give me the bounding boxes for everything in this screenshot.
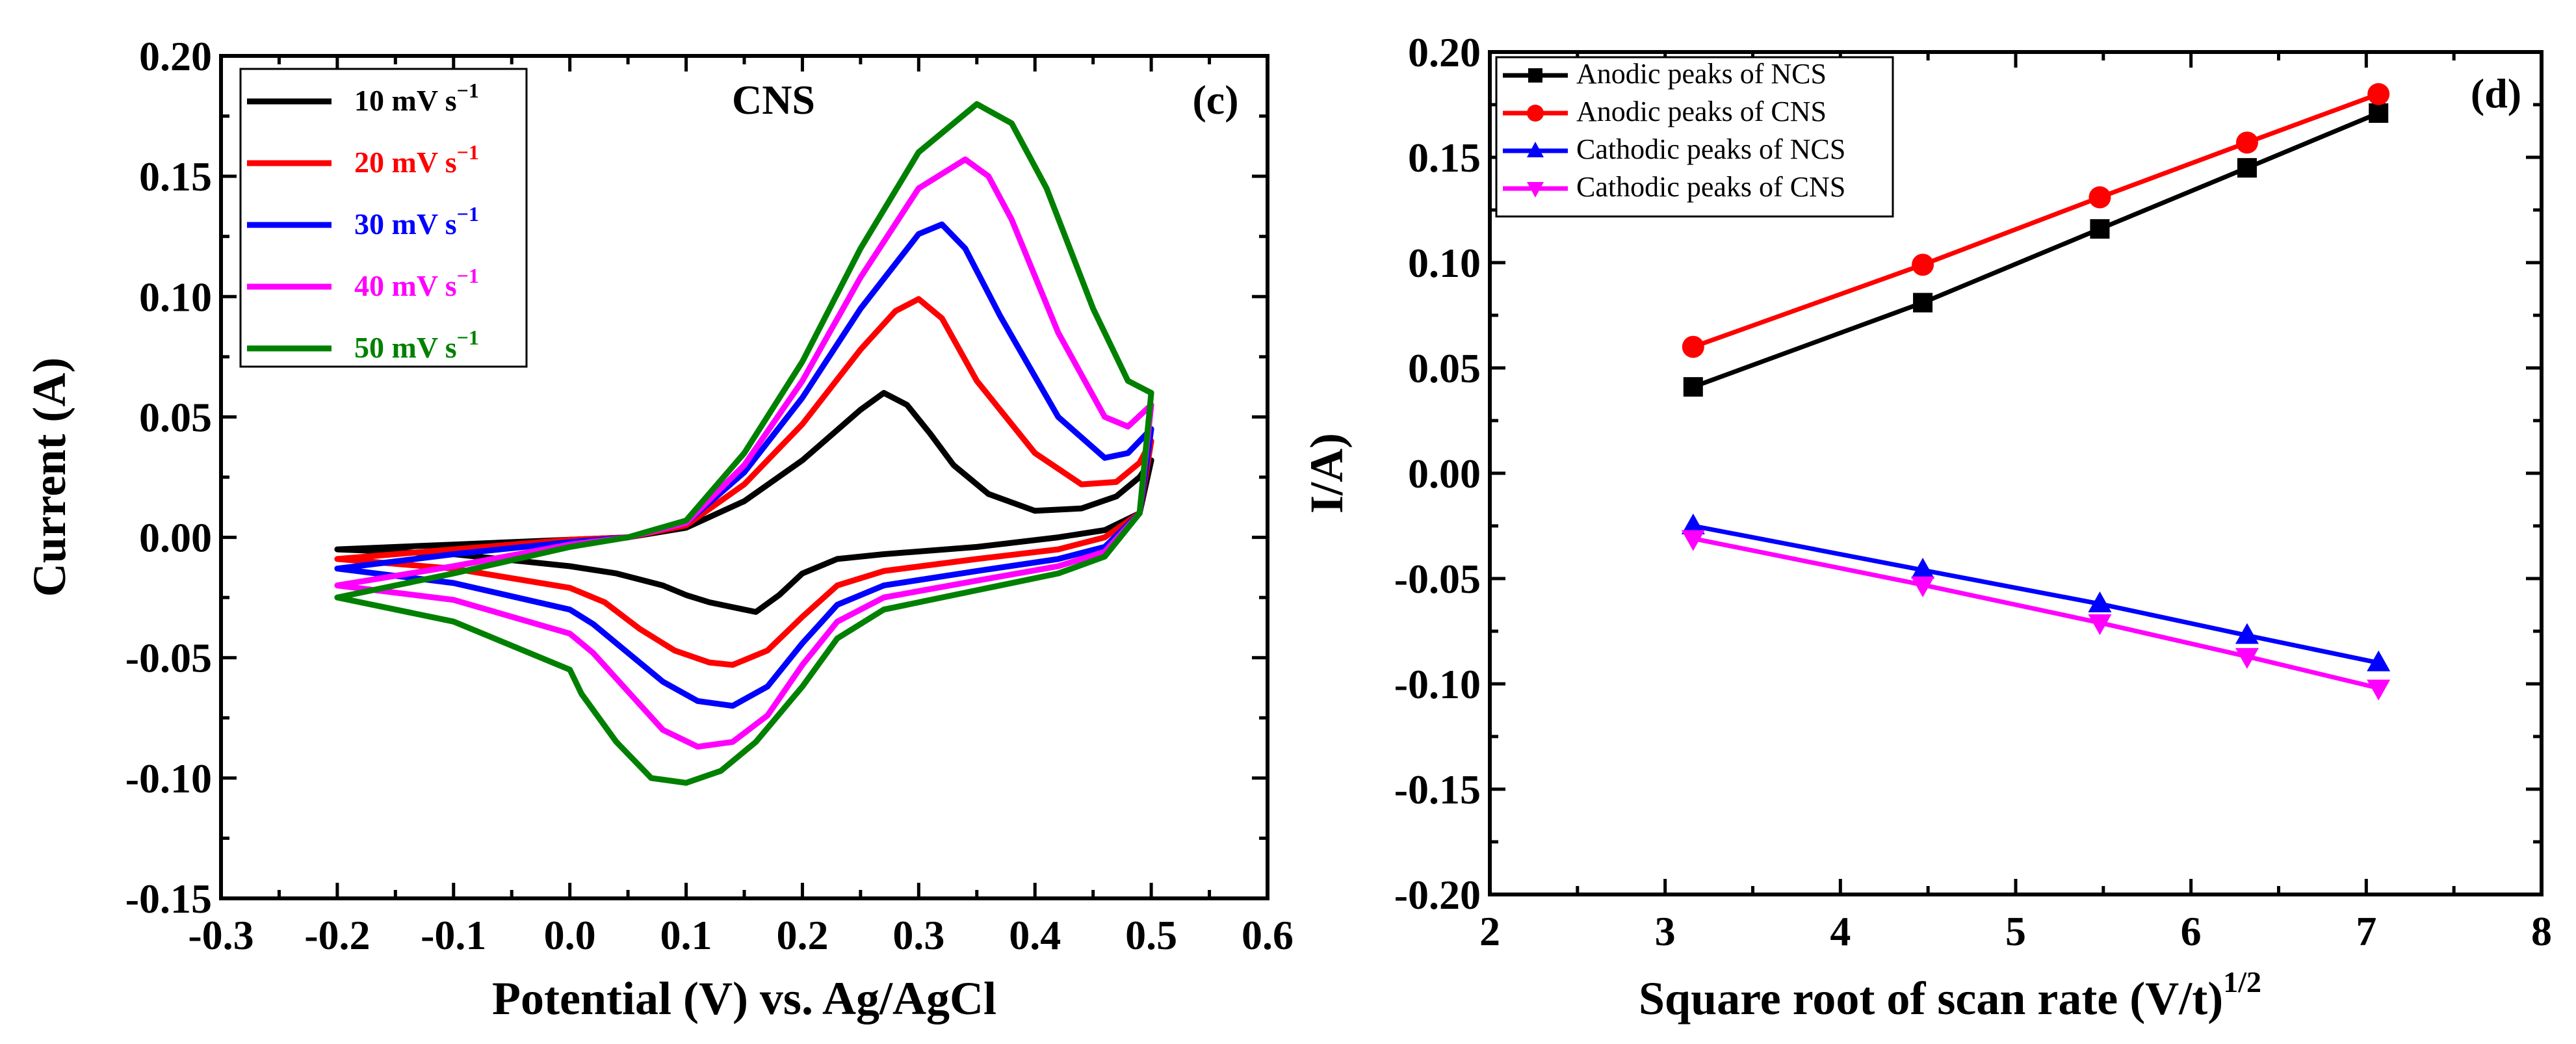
panel-c-x-tick-label: 0.3	[892, 912, 944, 958]
panel-d-data-point	[2367, 650, 2391, 672]
panel-c-x-tick-label: -0.2	[304, 912, 370, 958]
panel-d-x-tick-label: 8	[2531, 908, 2552, 954]
panel-d-y-tick-label: 0.10	[1408, 240, 1481, 286]
panel-d-x-tick-label: 7	[2356, 908, 2376, 954]
panel-d-data-point	[1683, 377, 1703, 397]
panel-d-legend: Anodic peaks of NCS Anodic peaks of CNS Ca…	[1495, 56, 1894, 218]
panel-d-y-tick-label: -0.10	[1394, 661, 1481, 707]
panel-c-legend-box	[239, 68, 528, 368]
panel-d-y-tick-label: 0.00	[1408, 450, 1481, 497]
panel-d-series	[1681, 83, 2391, 701]
panel-d-data-point	[2369, 103, 2389, 123]
panel-d-data-point	[2088, 186, 2111, 209]
panel-d-y-tick-label: 0.15	[1408, 135, 1481, 181]
panel-d-legend-marker	[1527, 105, 1544, 122]
panel-d-data-point	[2088, 614, 2112, 636]
panel-d-legend-marker	[1528, 68, 1542, 83]
panel-c-series-line-5	[334, 101, 1154, 786]
panel-d-data-point	[1682, 335, 1704, 358]
panel-d-series-line-4	[1691, 536, 2381, 690]
panel-d-x-axis-label-exponent: 1/2	[2223, 965, 2261, 998]
panel-c-y-tick-label: 0.15	[139, 153, 212, 200]
panel-c-x-tick-label: 0.6	[1242, 912, 1294, 958]
panel-d-data-point	[1681, 514, 1705, 534]
panel-d-data-point	[1913, 293, 1933, 313]
panel-d-chart: 2 3 4 5 6 7 8 -0.20 -0.15 -0.10 -0.05 0.00 0.05 0.10 0…	[1301, 29, 2552, 1024]
panel-d-legend-entry: Cathodic peaks of NCS	[1576, 133, 1845, 165]
panel-d-y-tick-label: -0.15	[1394, 766, 1481, 813]
panel-c-chart: -0.3 -0.2 -0.1 0.0 0.1 0.2 0.3 0.4 0.5 0.6 -0.15 -0…	[23, 33, 1294, 1024]
panel-d-data-point	[1911, 576, 1935, 597]
panel-c-x-tick-label: 0.2	[776, 912, 828, 958]
panel-d-data-point	[2088, 591, 2112, 612]
panel-d-legend-entry: Anodic peaks of CNS	[1576, 96, 1827, 127]
panel-c-x-tick-label: -0.1	[421, 912, 486, 958]
panel-d-data-point	[2235, 647, 2259, 669]
panel-c-y-tick-label: -0.10	[125, 755, 212, 802]
panel-d-data-point	[2235, 623, 2259, 644]
panel-d-x-tick-label: 3	[1655, 908, 1676, 954]
panel-d-data-point	[2367, 83, 2390, 105]
panel-d-legend-entry: Cathodic peaks of CNS	[1576, 171, 1845, 203]
panel-c-x-tick-label: 0.5	[1125, 912, 1177, 958]
panel-c-series	[334, 101, 1154, 786]
panel-c-y-tick-label: -0.05	[125, 635, 212, 681]
panel-d-label: (d)	[2471, 70, 2521, 116]
panel-c-legend-entry: 40 mV s−1	[354, 264, 479, 302]
panel-c-ticks: -0.3 -0.2 -0.1 0.0 0.1 0.2 0.3 0.4 0.5 0.6 -0.15 -0…	[125, 33, 1294, 958]
panel-c-label: (c)	[1192, 77, 1238, 123]
panel-d-x-tick-label: 6	[2181, 908, 2202, 954]
panel-d-x-axis-label: Square root of scan rate (V/t)1/2	[1639, 965, 2261, 1024]
panel-c-legend-entry: 50 mV s−1	[354, 326, 479, 364]
panel-c-x-tick-label: 0.4	[1009, 912, 1061, 958]
panel-d-y-tick-label: 0.20	[1408, 29, 1481, 75]
panel-c-legend-entry: 10 mV s−1	[354, 79, 479, 117]
panel-d-y-axis-label: I/A)	[1301, 433, 1353, 514]
panel-c-y-tick-label: 0.10	[139, 274, 212, 320]
panel-c-y-tick-label: 0.05	[139, 394, 212, 440]
panel-c-x-axis-label: Potential (V) vs. Ag/AgCl	[492, 972, 996, 1024]
panel-d-data-point	[2237, 158, 2257, 178]
panel-d-legend-marker	[1527, 142, 1544, 157]
panel-d-data-point	[2090, 219, 2110, 239]
panel-c-legend-entry: 30 mV s−1	[354, 202, 479, 241]
panel-c-x-tick-label: 0.1	[660, 912, 712, 958]
panel-d-series-line-3	[1691, 523, 2381, 666]
panel-c-x-tick-label: -0.3	[188, 912, 254, 958]
panel-d-x-tick-label: 5	[2005, 908, 2026, 954]
panel-d-data-point	[1911, 558, 1935, 579]
panel-c-y-axis-label: Current (A)	[23, 358, 75, 597]
panel-c-y-tick-label: -0.15	[125, 876, 212, 922]
panel-d-y-tick-label: -0.20	[1394, 872, 1481, 918]
panel-c-series-line-1	[334, 389, 1154, 615]
panel-c-title: CNS	[732, 77, 815, 123]
panel-d-y-tick-label: 0.05	[1408, 345, 1481, 391]
panel-c-y-tick-label: 0.20	[139, 33, 212, 79]
panel-d-data-point	[2235, 131, 2258, 154]
panel-d-legend-entry: Anodic peaks of NCS	[1576, 58, 1827, 90]
panel-d-data-point	[1912, 254, 1934, 276]
panel-d-data-point	[1681, 530, 1705, 551]
panel-d-legend-marker	[1527, 182, 1544, 198]
panel-d-data-point	[2367, 679, 2391, 701]
panel-c-legend-entry: 20 mV s−1	[354, 140, 479, 179]
panel-c-y-tick-label: 0.00	[139, 515, 212, 561]
panel-d-x-tick-label: 4	[1830, 908, 1851, 954]
panel-d-x-axis-label-text: Square root of scan rate (V/t)	[1639, 972, 2223, 1024]
panel-c-x-tick-label: 0.0	[544, 912, 596, 958]
panel-d-y-tick-label: -0.05	[1394, 556, 1481, 602]
panel-d-x-tick-label: 2	[1479, 908, 1500, 954]
panel-c-legend: 10 mV s−1 20 mV s−1 30 mV s−1 40 mV s−1 50 m…	[239, 68, 528, 368]
